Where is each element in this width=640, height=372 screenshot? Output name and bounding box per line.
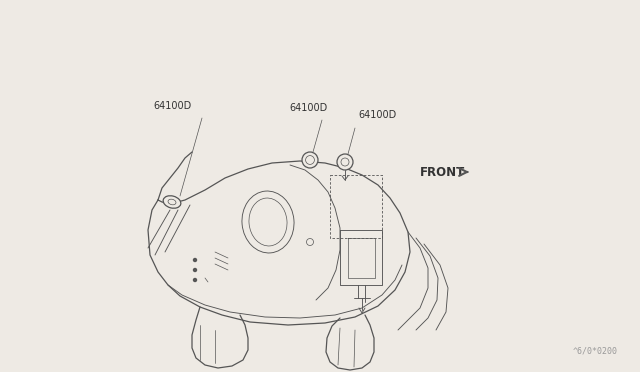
Text: 64100D: 64100D	[153, 101, 191, 111]
Circle shape	[193, 279, 196, 282]
Text: 64100D: 64100D	[358, 110, 396, 120]
Text: 64100D: 64100D	[289, 103, 327, 113]
Text: ^6/0*0200: ^6/0*0200	[573, 347, 618, 356]
Text: FRONT: FRONT	[420, 166, 465, 179]
Circle shape	[193, 269, 196, 272]
Circle shape	[337, 154, 353, 170]
Circle shape	[193, 259, 196, 262]
Circle shape	[302, 152, 318, 168]
Ellipse shape	[163, 196, 181, 208]
